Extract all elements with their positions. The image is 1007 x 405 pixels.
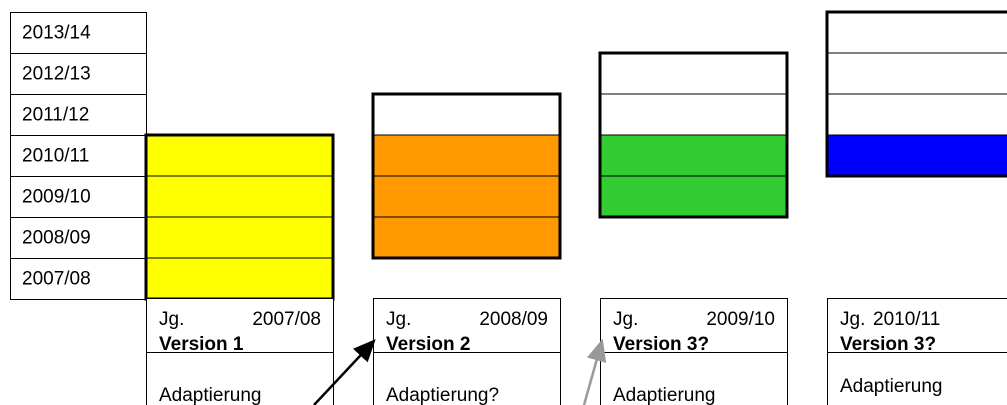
year-cell xyxy=(10,94,147,136)
jg-year: 2008/09 xyxy=(479,309,548,330)
version-box xyxy=(600,298,788,405)
year-label: 2009/10 xyxy=(22,187,91,208)
empty-row xyxy=(826,93,1007,136)
year-label: 2012/13 xyxy=(22,64,91,85)
empty-row xyxy=(372,93,561,136)
version-box xyxy=(827,298,1007,405)
version-box xyxy=(373,298,561,405)
arrow xyxy=(313,339,376,405)
jg-label: Jg. xyxy=(840,309,865,330)
note: Adaptierung? xyxy=(386,385,499,405)
jg-label: Jg. xyxy=(159,309,184,330)
filled-row xyxy=(372,134,561,177)
empty-row xyxy=(599,52,788,95)
note: Adaptierung xyxy=(613,385,715,405)
year-cell xyxy=(10,53,147,95)
year-label: 2011/12 xyxy=(22,105,89,126)
version-label: Version 3? xyxy=(840,334,936,355)
year-label: 2013/14 xyxy=(22,23,91,44)
empty-row xyxy=(599,93,788,136)
jg-year: 2007/08 xyxy=(252,309,321,330)
filled-row xyxy=(372,175,561,218)
filled-row xyxy=(372,216,561,259)
empty-row xyxy=(826,52,1007,95)
filled-row xyxy=(145,175,334,218)
version-label: Version 2 xyxy=(386,334,471,355)
year-label: 2008/09 xyxy=(22,228,91,249)
year-cell xyxy=(10,258,147,300)
year-cell xyxy=(10,12,147,54)
year-cell xyxy=(10,217,147,259)
filled-row xyxy=(145,134,334,177)
arrow xyxy=(582,338,607,405)
note: Adaptierung xyxy=(159,385,261,405)
note: Adaptierung xyxy=(840,376,942,397)
jg-label: Jg. xyxy=(613,309,638,330)
block-frame xyxy=(371,92,562,260)
block-frame xyxy=(825,10,1007,178)
filled-row xyxy=(599,134,788,177)
jg-label: Jg. xyxy=(386,309,411,330)
filled-row xyxy=(145,257,334,300)
filled-row xyxy=(826,134,1007,177)
filled-row xyxy=(599,175,788,218)
version-label: Version 1 xyxy=(159,334,244,355)
year-label: 2007/08 xyxy=(22,269,91,290)
year-cell xyxy=(10,135,147,177)
version-box xyxy=(146,298,334,405)
empty-row xyxy=(826,11,1007,54)
version-label: Version 3? xyxy=(613,334,709,355)
block-frame xyxy=(598,51,789,219)
jg-year: 2010/11 xyxy=(873,309,940,330)
year-label: 2010/11 xyxy=(22,146,89,167)
jg-year: 2009/10 xyxy=(706,309,775,330)
filled-row xyxy=(145,216,334,259)
